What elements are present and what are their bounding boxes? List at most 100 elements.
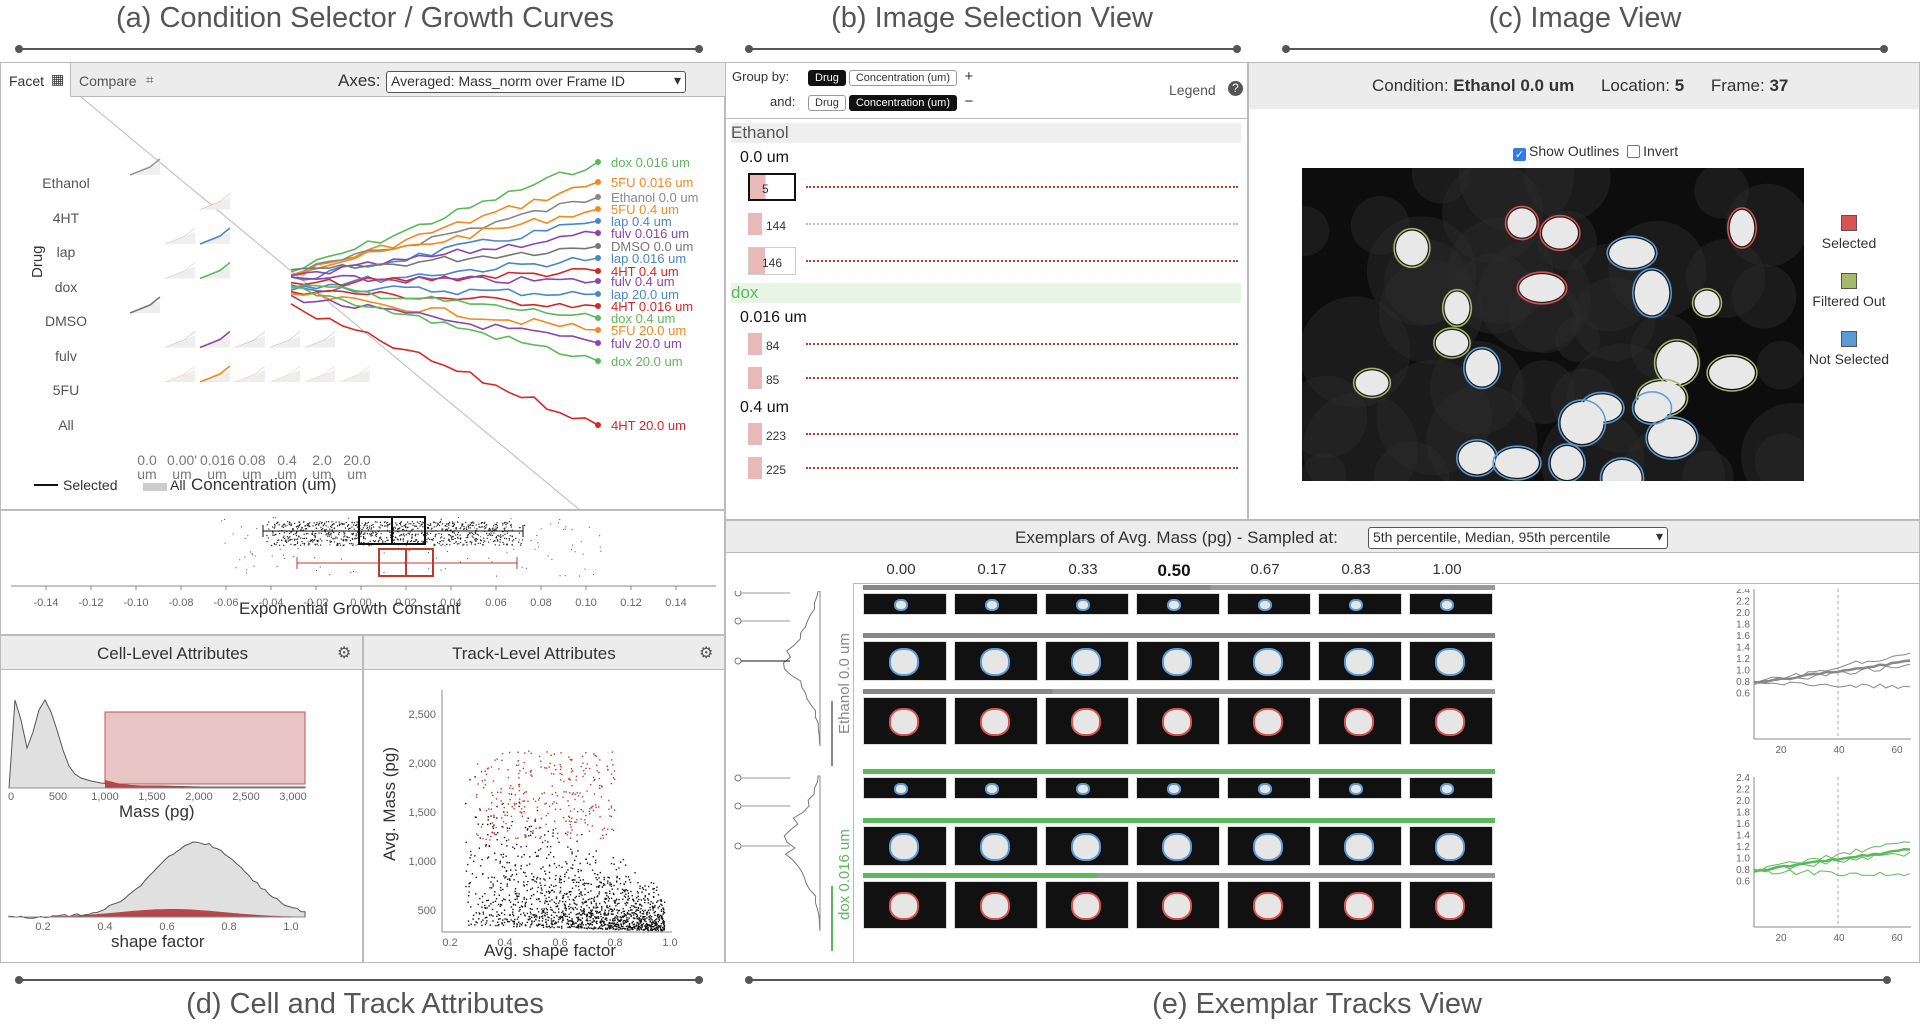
exemplar-thumbnail[interactable] <box>1409 641 1493 681</box>
exemplar-thumbnail[interactable] <box>954 777 1038 799</box>
curve-label[interactable]: 5FU 20.0 um <box>611 323 687 338</box>
exemplar-thumbnail[interactable] <box>1318 777 1402 799</box>
exemplar-thumbnail[interactable] <box>1318 697 1402 745</box>
group-header-dox[interactable]: dox <box>731 283 1241 303</box>
location-label[interactable]: 144 <box>766 219 787 233</box>
curve-label[interactable]: fulv 20.0 um <box>611 336 682 351</box>
location-label[interactable]: 146 <box>762 256 783 270</box>
concentration-label[interactable]: 2.0 um <box>312 453 332 481</box>
location-thumb[interactable] <box>748 367 762 389</box>
group-header-Ethanol[interactable]: Ethanol <box>731 123 1241 143</box>
exemplar-thumbnail[interactable] <box>1227 777 1311 799</box>
exemplar-thumbnail[interactable] <box>863 593 947 615</box>
curve-label[interactable]: fulv 0.016 um <box>611 226 690 241</box>
location-thumb[interactable] <box>748 457 762 479</box>
location-label[interactable]: 223 <box>766 429 787 443</box>
chip-drug[interactable]: Drug <box>808 70 846 86</box>
curve-label[interactable]: lap 0.016 um <box>611 251 687 266</box>
exemplar-thumbnail[interactable] <box>1318 826 1402 866</box>
concentration-label[interactable]: 0.08 um <box>238 453 266 481</box>
drug-label-4HT[interactable]: 4HT <box>52 209 80 226</box>
exemplar-thumbnail[interactable] <box>1409 881 1493 929</box>
tab-compare[interactable]: Compare ⌗ <box>71 63 171 97</box>
curve-label[interactable]: dox 0.4 um <box>611 311 676 326</box>
exemplar-thumbnail[interactable] <box>1136 826 1220 866</box>
concentration-label[interactable]: 20.0 um <box>343 453 371 481</box>
exemplar-thumbnail[interactable] <box>863 826 947 866</box>
frame-track[interactable] <box>806 260 1238 262</box>
exemplar-thumbnail[interactable] <box>1409 593 1493 615</box>
curve-label[interactable]: 4HT 0.4 um <box>611 264 679 279</box>
exemplar-thumbnail[interactable] <box>1045 641 1129 681</box>
location-thumb[interactable] <box>748 423 762 445</box>
chip-concentration-2[interactable]: Concentration (um) <box>848 95 957 111</box>
exemplar-thumbnail[interactable] <box>1045 777 1129 799</box>
exemplar-thumbnail[interactable] <box>954 697 1038 745</box>
microscopy-image[interactable] <box>1302 168 1804 481</box>
exemplar-thumbnail[interactable] <box>1045 881 1129 929</box>
location-label[interactable]: 84 <box>766 339 780 353</box>
exemplar-thumbnail[interactable] <box>1227 641 1311 681</box>
exemplar-thumbnail[interactable] <box>1227 697 1311 745</box>
gear-icon[interactable]: ⚙ <box>699 645 714 662</box>
show-outlines-checkbox[interactable]: ✓ <box>1513 148 1526 161</box>
drug-label-All[interactable]: All <box>58 416 74 433</box>
exemplar-thumbnail[interactable] <box>1227 881 1311 929</box>
exemplar-thumbnail[interactable] <box>1318 593 1402 615</box>
exemplar-thumbnail[interactable] <box>863 697 947 745</box>
concentration-label[interactable]: 0.016 um <box>200 453 234 481</box>
drug-label-fulv[interactable]: fulv <box>55 347 77 364</box>
drug-label-dox[interactable]: dox <box>54 278 78 295</box>
chip-concentration[interactable]: Concentration (um) <box>848 70 957 86</box>
location-label[interactable]: 225 <box>766 463 787 477</box>
exemplar-thumbnail[interactable] <box>1409 777 1493 799</box>
frame-track[interactable] <box>806 433 1238 435</box>
curve-label[interactable]: dox 0.016 um <box>611 155 690 170</box>
concentration-header[interactable]: 0.0 um <box>740 149 789 166</box>
remove-group-button[interactable]: − <box>964 93 974 110</box>
exemplar-thumbnail[interactable] <box>1409 697 1493 745</box>
drug-label-5FU[interactable]: 5FU <box>52 382 80 398</box>
curve-label[interactable]: 5FU 0.016 um <box>611 175 694 190</box>
location-thumb[interactable] <box>748 213 762 235</box>
add-group-button[interactable]: + <box>964 68 974 85</box>
exemplar-thumbnail[interactable] <box>1136 777 1220 799</box>
axes-select[interactable]: Averaged: Mass_norm over Frame ID <box>386 71 686 93</box>
concentration-label[interactable]: 0.0 um <box>137 453 157 481</box>
curve-label[interactable]: lap 0.4 um <box>611 214 672 229</box>
sampled-at-select[interactable]: 5th percentile, Median, 95th percentile <box>1368 527 1668 549</box>
location-thumb[interactable] <box>748 247 796 275</box>
concentration-label[interactable]: 0.4 um <box>277 453 297 481</box>
gear-icon[interactable]: ⚙ <box>337 645 352 662</box>
tab-facet[interactable]: Facet ▦ <box>1 63 71 97</box>
concentration-header[interactable]: 0.016 um <box>740 309 807 326</box>
exemplar-thumbnail[interactable] <box>954 593 1038 615</box>
concentration-label[interactable]: 0.00' um <box>167 453 197 481</box>
exemplar-thumbnail[interactable] <box>1318 641 1402 681</box>
exemplar-thumbnail[interactable] <box>1136 641 1220 681</box>
frame-track[interactable] <box>806 343 1238 345</box>
exemplar-thumbnail[interactable] <box>1227 826 1311 866</box>
curve-label[interactable]: DMSO 0.0 um <box>611 239 694 254</box>
exemplar-thumbnail[interactable] <box>954 641 1038 681</box>
location-label[interactable]: 5 <box>762 182 769 196</box>
location-thumb[interactable] <box>748 333 762 355</box>
curve-label[interactable]: 5FU 0.4 um <box>611 202 679 217</box>
exemplar-thumbnail[interactable] <box>954 881 1038 929</box>
exemplar-thumbnail[interactable] <box>1045 697 1129 745</box>
exemplar-thumbnail[interactable] <box>863 777 947 799</box>
exemplar-thumbnail[interactable] <box>863 641 947 681</box>
frame-track[interactable] <box>806 223 1238 225</box>
exemplar-thumbnail[interactable] <box>1318 881 1402 929</box>
legend-label[interactable]: Legend <box>1169 82 1216 98</box>
location-label[interactable]: 85 <box>766 373 780 387</box>
curve-label[interactable]: dox 20.0 um <box>611 354 683 369</box>
curve-label[interactable]: fulv 0.4 um <box>611 274 675 289</box>
exemplar-thumbnail[interactable] <box>1227 593 1311 615</box>
exemplar-thumbnail[interactable] <box>954 826 1038 866</box>
frame-track[interactable] <box>806 467 1238 469</box>
exemplar-thumbnail[interactable] <box>1136 697 1220 745</box>
curve-label[interactable]: Ethanol 0.0 um <box>611 190 699 205</box>
exemplar-thumbnail[interactable] <box>863 881 947 929</box>
invert-checkbox[interactable] <box>1627 145 1641 158</box>
